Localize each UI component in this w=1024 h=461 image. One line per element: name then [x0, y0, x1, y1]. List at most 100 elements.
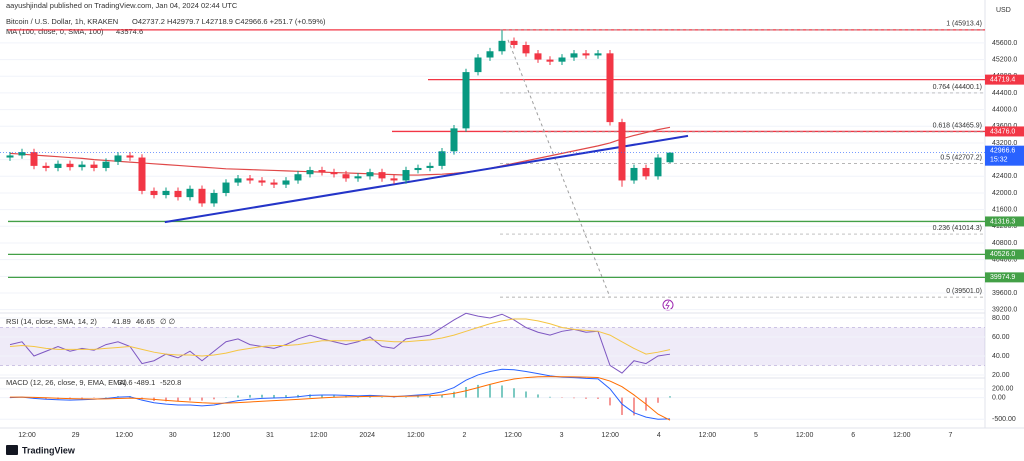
candle-body [414, 167, 422, 171]
y-tick-label: 20.00 [992, 372, 1010, 379]
candle-body [78, 164, 86, 168]
macd-histogram-bar [369, 396, 371, 398]
macd-histogram-bar [621, 397, 623, 415]
candle-body [594, 53, 602, 56]
candle-body [246, 178, 254, 181]
candle-body [126, 155, 134, 158]
candle-body [114, 155, 122, 162]
level-label: 40526.0 [990, 251, 1015, 258]
macd-histogram-bar [201, 397, 203, 401]
y-tick-label: 200.00 [992, 386, 1014, 393]
fib-label: 0 (39501.0) [946, 288, 982, 295]
candle-body [510, 40, 518, 46]
x-tick-label: 31 [266, 432, 274, 439]
legend-value: 41.89 [112, 317, 131, 326]
macd-histogram-bar [465, 387, 467, 398]
x-tick-label: 12:00 [796, 432, 814, 439]
fib-label: 0.236 (41014.3) [933, 225, 982, 232]
event-icon-bolt [665, 300, 670, 310]
x-tick-label: 30 [169, 432, 177, 439]
legend-value: 46.65 [136, 317, 155, 326]
x-tick-label: 5 [754, 432, 758, 439]
macd-histogram-bar [285, 395, 287, 398]
candle-body [306, 170, 314, 175]
macd-legend: MACD (12, 26, close, 9, EMA, EMA) [6, 378, 127, 387]
macd-histogram-bar [321, 394, 323, 398]
candle-body [534, 53, 542, 60]
candle-body [546, 59, 554, 62]
candle-body [330, 172, 338, 175]
candle-body [18, 152, 26, 156]
candle-body [570, 53, 578, 58]
macd-histogram-bar [597, 397, 599, 399]
macd-histogram-bar [525, 391, 527, 398]
macd-histogram-bar [177, 397, 179, 402]
macd-histogram-bar [45, 397, 47, 400]
macd-histogram-bar [165, 397, 167, 402]
rsi-line [9, 312, 671, 374]
candle-body [618, 122, 626, 181]
fib-label: 0.764 (44400.1) [933, 84, 982, 91]
y-tick-label: -500.00 [992, 416, 1016, 423]
candle-body [42, 165, 50, 168]
candle-body [102, 161, 110, 168]
candle-body [162, 190, 170, 196]
candle-body [270, 182, 278, 185]
candle-body [450, 128, 458, 152]
x-tick-label: 29 [72, 432, 80, 439]
candle-body [426, 165, 434, 168]
rsi-line [9, 318, 671, 357]
macd-histogram-bar [669, 396, 671, 398]
fib-label: 0.618 (43465.9) [933, 123, 982, 130]
y-tick-label: 40800.0 [992, 240, 1017, 247]
macd-histogram-bar [573, 397, 575, 399]
x-tick-label: 6 [851, 432, 855, 439]
candle-body [138, 157, 146, 191]
y-tick-label: 40400.0 [992, 256, 1017, 263]
candle-body [438, 151, 446, 166]
candle-body [402, 170, 410, 181]
macd-line [10, 376, 671, 421]
x-tick-label: 12:00 [213, 432, 231, 439]
macd-histogram-bar [537, 394, 539, 398]
candle-body [54, 163, 62, 168]
macd-histogram-bar [477, 384, 479, 398]
macd-histogram-bar [489, 384, 491, 398]
legend-value: -520.8 [160, 378, 181, 387]
x-tick-label: 7 [948, 432, 952, 439]
candle-body [210, 192, 218, 204]
y-tick-label: 39200.0 [992, 307, 1017, 314]
candle-body [342, 174, 350, 179]
fib-label: 0.5 (42707.2) [940, 154, 982, 161]
x-tick-label: 3 [560, 432, 564, 439]
macd-histogram-bar [585, 397, 587, 399]
y-tick-label: 43200.0 [992, 140, 1017, 147]
y-tick-label: 40.00 [992, 353, 1010, 360]
macd-histogram-bar [189, 397, 191, 401]
ma-value: 43574.6 [116, 27, 143, 36]
candle-body [366, 172, 374, 177]
candle-body [6, 155, 14, 158]
candle-body [174, 190, 182, 198]
candle-body [198, 188, 206, 204]
candle-body [378, 172, 386, 179]
x-tick-label: 12:00 [407, 432, 425, 439]
legend-extra: ∅ ∅ [160, 317, 176, 326]
symbol: Bitcoin / U.S. Dollar, 1h, KRAKEN [6, 17, 118, 26]
y-tick-label: 80.00 [992, 315, 1010, 322]
macd-histogram-bar [261, 394, 263, 398]
x-tick-label: 2024 [359, 432, 375, 439]
level-tag [985, 74, 1024, 85]
macd-histogram-bar [81, 397, 83, 399]
macd-histogram-bar [273, 394, 275, 398]
y-tick-label: 42000.0 [992, 190, 1017, 197]
candle-body [222, 182, 230, 193]
publisher: aayushjindal published on TradingView.co… [6, 1, 238, 10]
candle-body [318, 170, 326, 173]
fib-label: 1 (45913.4) [946, 21, 982, 28]
macd-histogram-bar [549, 396, 551, 398]
ohlc: O42737.2 H42979.7 L42718.9 C42966.6 +251… [132, 17, 326, 26]
y-tick-label: 41600.0 [992, 206, 1017, 213]
macd-histogram-bar [249, 394, 251, 398]
